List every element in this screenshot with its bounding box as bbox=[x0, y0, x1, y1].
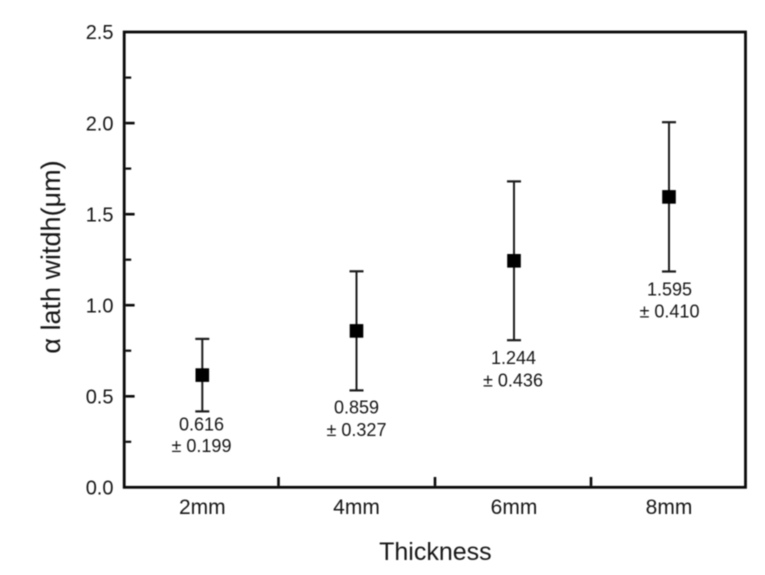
svg-text:2mm: 2mm bbox=[179, 496, 226, 519]
svg-text:0.0: 0.0 bbox=[86, 478, 114, 500]
svg-text:0.5: 0.5 bbox=[86, 387, 114, 409]
svg-text:± 0.199: ± 0.199 bbox=[172, 436, 232, 456]
svg-text:1.595: 1.595 bbox=[647, 279, 692, 299]
svg-text:± 0.436: ± 0.436 bbox=[483, 370, 543, 390]
svg-text:2.5: 2.5 bbox=[86, 22, 114, 44]
svg-text:α lath witdh(μm): α lath witdh(μm) bbox=[36, 160, 66, 353]
svg-text:0.616: 0.616 bbox=[179, 415, 224, 435]
svg-text:6mm: 6mm bbox=[491, 496, 538, 519]
svg-text:1.0: 1.0 bbox=[86, 295, 114, 317]
svg-text:1.244: 1.244 bbox=[491, 348, 536, 368]
svg-text:Thickness: Thickness bbox=[379, 538, 492, 566]
svg-text:± 0.327: ± 0.327 bbox=[327, 420, 387, 440]
svg-text:± 0.410: ± 0.410 bbox=[640, 302, 700, 322]
svg-text:8mm: 8mm bbox=[646, 496, 693, 519]
svg-text:1.5: 1.5 bbox=[86, 204, 114, 226]
svg-text:4mm: 4mm bbox=[333, 496, 380, 519]
svg-text:0.859: 0.859 bbox=[334, 397, 379, 417]
svg-text:2.0: 2.0 bbox=[86, 113, 114, 135]
